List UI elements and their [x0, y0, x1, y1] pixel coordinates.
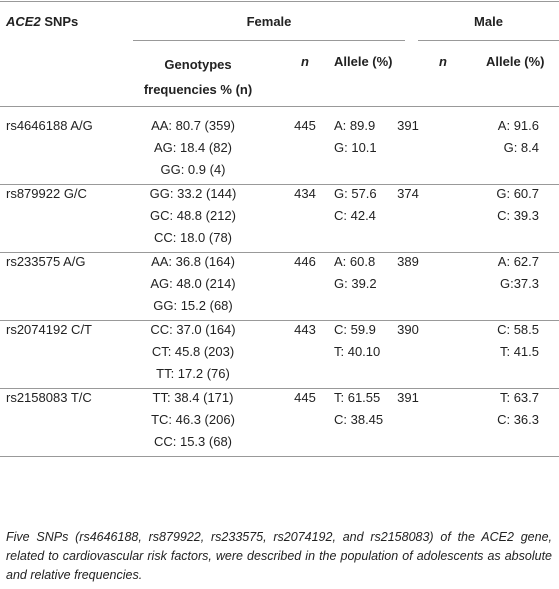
- top-rule: [0, 1, 559, 2]
- allele-male: G:37.3: [499, 276, 539, 291]
- row-rule: [0, 320, 559, 321]
- genotype: CC: 15.3 (68): [153, 434, 233, 449]
- n-male: 391: [397, 118, 419, 133]
- caption: Five SNPs (rs4646188, rs879922, rs233575…: [6, 530, 552, 582]
- genotype: TT: 17.2 (76): [156, 366, 230, 381]
- snp: rs2158083 T/C: [6, 390, 92, 405]
- row-rule: [0, 388, 559, 389]
- allele-male: C: 39.3: [497, 208, 539, 223]
- snp-header: ACE2 SNPs: [6, 14, 78, 30]
- snp-label: SNPs: [44, 14, 79, 29]
- allele-male-header: Allele (%): [486, 54, 545, 69]
- allele-male: T: 41.5: [499, 344, 539, 359]
- allele-female: G: 57.6: [334, 186, 377, 201]
- genotype: AG: 48.0 (214): [150, 276, 236, 291]
- n-female: 445: [294, 118, 316, 133]
- n-male-header: n: [439, 54, 447, 69]
- allele-male: A: 62.7: [497, 254, 539, 269]
- gene-name: ACE2: [6, 14, 41, 29]
- genotype: AG: 18.4 (82): [153, 140, 233, 155]
- allele-female: A: 60.8: [334, 254, 376, 269]
- allele-male: G: 60.7: [496, 186, 539, 201]
- row-rule: [0, 456, 559, 457]
- n-female: 446: [294, 254, 316, 269]
- genotype: GC: 48.8 (212): [150, 208, 236, 223]
- male-rule: [418, 40, 559, 41]
- allele-female: C: 59.9: [334, 322, 376, 337]
- male-header: Male: [474, 14, 503, 29]
- allele-female: G: 39.2: [334, 276, 377, 291]
- female-rule: [133, 40, 405, 41]
- n-male: 389: [397, 254, 419, 269]
- n-male: 374: [397, 186, 419, 201]
- n-male: 391: [397, 390, 419, 405]
- snp: rs2074192 C/T: [6, 322, 92, 337]
- genotype: CC: 18.0 (78): [153, 230, 233, 245]
- allele-female-header: Allele (%): [334, 54, 393, 69]
- n-male: 390: [397, 322, 419, 337]
- genotypes-header: Genotypes frequencies % (n): [143, 57, 253, 97]
- n-female-header: n: [301, 54, 309, 69]
- genotype: TT: 38.4 (171): [152, 390, 234, 405]
- allele-male: G: 8.4: [503, 140, 539, 155]
- female-header: Female: [246, 14, 292, 29]
- row-rule: [0, 184, 559, 185]
- header-rule: [0, 106, 559, 107]
- allele-female: G: 10.1: [334, 140, 377, 155]
- allele-female: A: 89.9: [334, 118, 376, 133]
- allele-female: C: 38.45: [334, 412, 384, 427]
- snp: rs4646188 A/G: [6, 118, 93, 133]
- genotype: CC: 37.0 (164): [150, 322, 236, 337]
- allele-male: T: 63.7: [499, 390, 539, 405]
- n-female: 445: [294, 390, 316, 405]
- genotype: CT: 45.8 (203): [151, 344, 235, 359]
- snp: rs233575 A/G: [6, 254, 86, 269]
- genotype: GG: 33.2 (144): [149, 186, 237, 201]
- allele-female: T: 61.55: [334, 390, 381, 405]
- genotype: GG: 15.2 (68): [153, 298, 233, 313]
- genotype: AA: 80.7 (359): [151, 118, 235, 133]
- genotype: TC: 46.3 (206): [151, 412, 235, 427]
- allele-male: C: 58.5: [497, 322, 539, 337]
- snp: rs879922 G/C: [6, 186, 87, 201]
- row-rule: [0, 252, 559, 253]
- allele-male: C: 36.3: [497, 412, 539, 427]
- allele-female: C: 42.4: [334, 208, 376, 223]
- genotype: GG: 0.9 (4): [160, 162, 226, 177]
- allele-female: T: 40.10: [334, 344, 381, 359]
- genotype: AA: 36.8 (164): [151, 254, 235, 269]
- n-female: 434: [294, 186, 316, 201]
- allele-male: A: 91.6: [497, 118, 539, 133]
- n-female: 443: [294, 322, 316, 337]
